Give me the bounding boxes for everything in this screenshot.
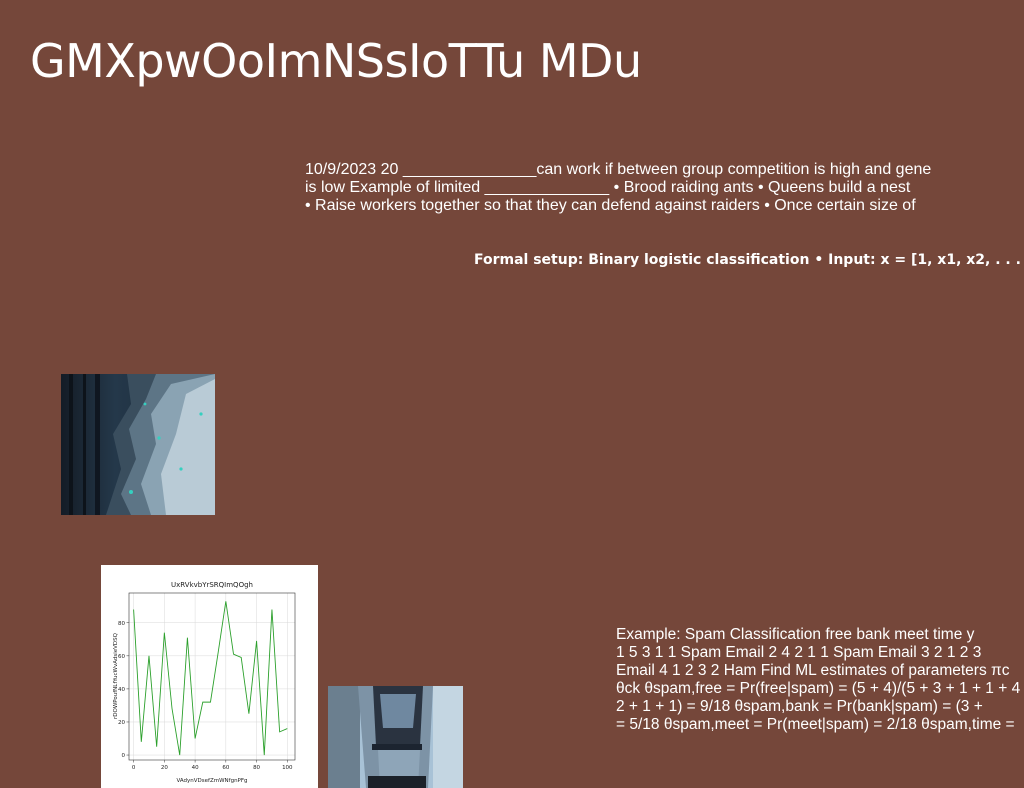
x-axis-label: VAdynVDsefZmWNfgnPFg xyxy=(176,778,247,784)
x-tick-label: 60 xyxy=(222,765,229,771)
body-paragraph: 10/9/2023 20 _______________can work if … xyxy=(305,161,932,214)
grid-lines xyxy=(129,593,295,760)
formal-setup-text: Formal setup: Binary logistic classifica… xyxy=(474,252,1021,268)
x-tick-label: 100 xyxy=(282,765,293,771)
y-tick-label: 20 xyxy=(118,720,125,726)
x-tick-label: 20 xyxy=(161,765,168,771)
x-tick-label: 0 xyxy=(132,765,136,771)
line-chart: UxRVkvbYrSRQImQOgh VAdynVDsefZmWNfgnPFg … xyxy=(101,565,318,788)
y-tick-label: 40 xyxy=(118,687,125,693)
snowy-tree-photo xyxy=(61,374,215,515)
plot-frame xyxy=(128,592,296,761)
person-photo xyxy=(328,686,463,788)
y-tick-label: 60 xyxy=(118,654,125,660)
spam-classification-example: Example: Spam Classification free bank m… xyxy=(616,626,1021,733)
axis-ticks: 0 20 40 60 80 100 0 20 40 60 80 xyxy=(118,621,293,771)
series-layer xyxy=(133,601,288,756)
line-chart-svg: UxRVkvbYrSRQImQOgh VAdynVDsefZmWNfgnPFg … xyxy=(113,581,296,784)
chart-title: UxRVkvbYrSRQImQOgh xyxy=(171,581,253,589)
x-tick-label: 80 xyxy=(253,765,260,771)
y-tick-label: 0 xyxy=(122,753,126,759)
x-tick-label: 40 xyxy=(192,765,199,771)
y-tick-label: 80 xyxy=(118,621,125,627)
y-axis-label: rDOWPoufNLfYucWvAdsieVDSQ xyxy=(113,632,119,719)
slide-title: GMXpwOoImNSsIoTTu MDu xyxy=(30,34,642,88)
series-line xyxy=(133,601,288,756)
